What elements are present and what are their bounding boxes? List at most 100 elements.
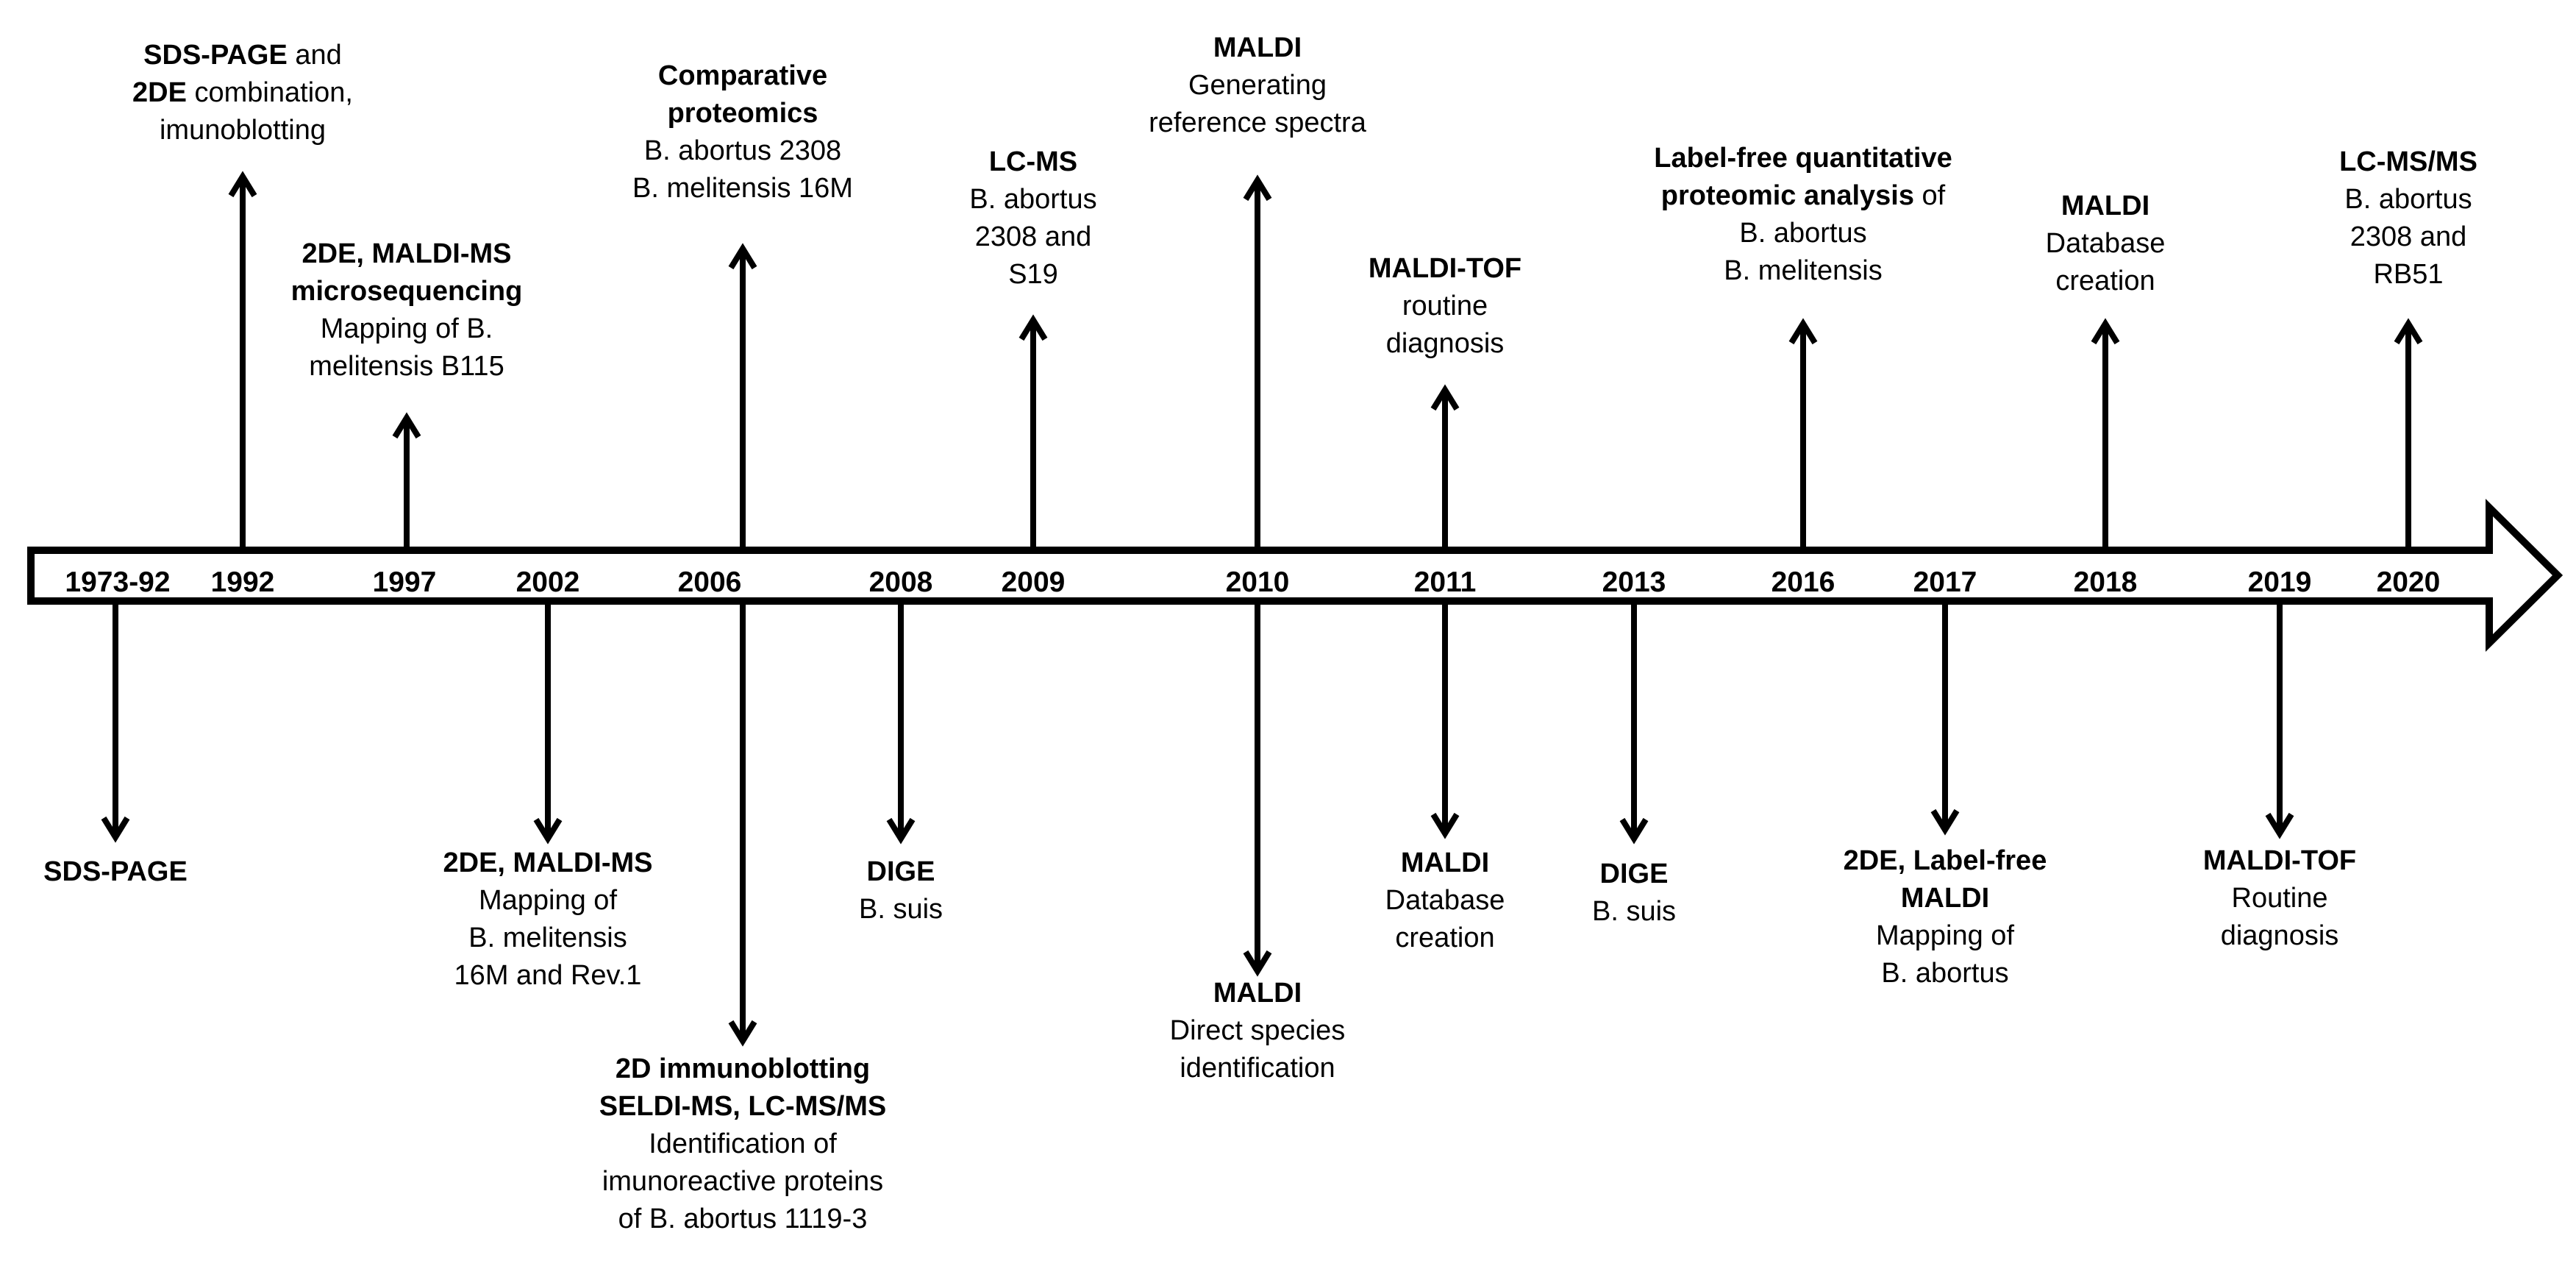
arrow-up-icon (1788, 318, 1818, 345)
arrow-up-icon (2394, 318, 2423, 345)
arrow-up-icon (1430, 384, 1460, 411)
event-label-line: Identification of (599, 1126, 887, 1163)
event-detail-text: Mapping of B. (320, 313, 493, 344)
event-method-text: proteomic analysis (1660, 179, 1914, 211)
event-label-line: Direct species (1170, 1012, 1346, 1050)
event-detail-text: Direct species (1169, 1014, 1346, 1046)
year-label: 2016 (1771, 566, 1835, 598)
event-detail-text: Database (2045, 227, 2166, 259)
event-detail-text: melitensis B115 (309, 350, 504, 382)
event-label-line: MALDI (1170, 975, 1346, 1012)
event-method-text: 2DE, MALDI-MS (443, 847, 653, 878)
event-label-line: MALDI (1385, 845, 1505, 882)
event-label: 2D immunoblotting SELDI-MS, LC-MS/MS Ident… (599, 1051, 887, 1238)
event-label-line: SDS-PAGE and (132, 37, 353, 74)
event-detail-text: 2308 and (974, 221, 1092, 252)
year-label: 2008 (868, 566, 933, 598)
event-detail-text: Identification of (649, 1128, 837, 1159)
year-label: 1997 (372, 566, 437, 598)
event-label-line: B. melitensis (443, 920, 653, 957)
event-detail-text: B. abortus (2344, 183, 2472, 215)
event-detail-text: and (287, 40, 342, 71)
event-label-line: B. abortus (2339, 181, 2477, 218)
year-label: 2011 (1413, 566, 1477, 598)
event-label-line: diagnosis (1369, 325, 1521, 363)
event-method-text: 2DE, MALDI-MS (302, 238, 512, 269)
event-label-line: 2DE, Label-free (1844, 842, 2047, 880)
event-label: DIGE B. suis (1592, 856, 1676, 931)
event-label-line: of B. abortus 1119-3 (599, 1201, 887, 1238)
event-detail-text: 2308 and (2350, 221, 2467, 252)
event-method-text: LC-MS (988, 146, 1078, 177)
event-detail-text: B. melitensis (468, 922, 627, 953)
event-label-line: MALDI-TOF (2203, 842, 2356, 880)
year-label: 2019 (2247, 566, 2312, 598)
event-label-line: DIGE (1592, 856, 1676, 893)
event-label-line: 2DE, MALDI-MS (443, 845, 653, 882)
event-detail-text: of B. abortus 1119-3 (618, 1203, 868, 1234)
event-label-line: imunoreactive proteins (599, 1163, 887, 1201)
event-method-text: 2D immunoblotting (615, 1053, 871, 1084)
event-label: 2DE, MALDI-MS Mapping of B. melitensis 16M … (443, 845, 653, 995)
event-method-text: SDS-PAGE (143, 40, 288, 71)
event-label-line: creation (2046, 263, 2166, 300)
event-detail-text: imunoreactive proteins (602, 1165, 884, 1197)
event-detail-text: B. suis (858, 893, 943, 925)
event-label-line: microsequencing (291, 273, 523, 310)
event-label-line: Mapping of (443, 882, 653, 920)
event-label-line: diagnosis (2203, 917, 2356, 955)
arrow-down-icon (1430, 812, 1460, 839)
event-detail-text: of (1913, 179, 1946, 211)
event-label-line: Database (1385, 882, 1505, 920)
event-label-line: proteomics (632, 95, 853, 132)
event-label-line: Generating (1149, 67, 1366, 104)
arrow-up-icon (1018, 314, 1048, 341)
arrow-up-icon (728, 243, 757, 270)
event-label: MALDI-TOF Routine diagnosis (2203, 842, 2356, 955)
event-detail-text: Database (1385, 884, 1505, 916)
event-label-line: MALDI (1149, 29, 1366, 67)
event-detail-text: Mapping of (478, 884, 617, 916)
event-label-line: B. abortus (969, 181, 1096, 218)
event-detail-text: creation (1395, 922, 1495, 953)
event-label-line: LC-MS/MS (2339, 143, 2477, 181)
event-method-text: MALDI-TOF (1368, 253, 1522, 284)
event-method-text: DIGE (866, 856, 935, 887)
event-method-text: microsequencing (290, 275, 523, 307)
event-label-line: B. abortus 2308 (632, 132, 853, 170)
event-method-text: 2DE (132, 77, 187, 108)
event-label-line: S19 (969, 256, 1096, 294)
event-label-line: creation (1385, 920, 1505, 957)
year-label: 2013 (1602, 566, 1666, 598)
event-detail-text: reference spectra (1149, 107, 1366, 138)
event-detail-text: B. abortus (1881, 957, 2009, 989)
year-label: 1973-92 (65, 566, 171, 598)
event-label-line: Mapping of (1844, 917, 2047, 955)
event-label-line: SELDI-MS, LC-MS/MS (599, 1088, 887, 1126)
arrow-down-icon (533, 817, 563, 845)
year-label: 2010 (1225, 566, 1290, 598)
event-detail-text: B. suis (1591, 895, 1677, 927)
event-label: 2DE, MALDI-MS microsequencing Mapping of B… (291, 235, 523, 385)
event-label-line: 16M and Rev.1 (443, 957, 653, 995)
arrow-down-icon (101, 816, 130, 843)
year-label: 2002 (515, 566, 580, 598)
event-label-line: B. suis (859, 891, 943, 928)
event-label-line: MALDI (2046, 188, 2166, 225)
event-label: MALDI-TOF routine diagnosis (1369, 250, 1521, 363)
event-method-text: SELDI-MS, LC-MS/MS (599, 1090, 887, 1122)
event-label: LC-MS/MS B. abortus 2308 and RB51 (2339, 143, 2477, 294)
event-method-text: proteomics (667, 97, 818, 129)
year-label: 2020 (2376, 566, 2441, 598)
event-method-text: Comparative (657, 60, 828, 91)
event-label-line: reference spectra (1149, 104, 1366, 142)
event-label-line: B. abortus (1844, 955, 2047, 992)
event-label-line: B. suis (1592, 893, 1676, 931)
event-detail-text: Mapping of (1875, 920, 2014, 951)
event-label: SDS-PAGE (43, 853, 188, 891)
arrow-down-icon (728, 1020, 757, 1047)
event-detail-text: 16M and Rev.1 (454, 959, 642, 991)
event-label-line: Mapping of B. (291, 310, 523, 348)
event-label-line: 2DE combination, (132, 74, 353, 112)
